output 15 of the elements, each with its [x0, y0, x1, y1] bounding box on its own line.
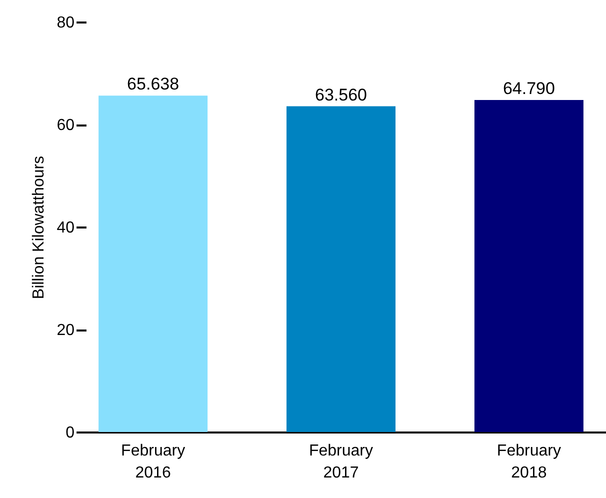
- x-tick-label: February 2016: [121, 442, 186, 482]
- x-tick-label: February 2017: [308, 442, 374, 482]
- y-tick-label: 80: [56, 14, 75, 32]
- data-label: 65.638: [127, 74, 180, 94]
- y-axis-title: Billion Kilowatthours: [30, 156, 48, 300]
- y-tick-label: 20: [56, 322, 75, 339]
- data-label: 64.790: [502, 78, 555, 98]
- data-label: 63.560: [315, 85, 367, 104]
- y-tick-label: 40: [56, 220, 75, 236]
- bar: [474, 100, 584, 432]
- y-tick-label: 0: [66, 424, 75, 442]
- y-tick-label: 60: [56, 117, 75, 134]
- bar: [286, 106, 396, 432]
- bar: [98, 96, 208, 432]
- x-tick-label: February 2018: [496, 442, 561, 482]
